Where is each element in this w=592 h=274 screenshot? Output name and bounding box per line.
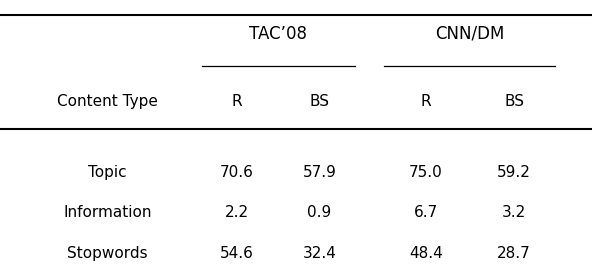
Text: R: R — [231, 94, 242, 109]
Text: 54.6: 54.6 — [220, 246, 254, 261]
Text: 48.4: 48.4 — [408, 246, 442, 261]
Text: 28.7: 28.7 — [497, 246, 531, 261]
Text: 75.0: 75.0 — [408, 165, 442, 180]
Text: TAC’08: TAC’08 — [249, 25, 307, 43]
Text: 59.2: 59.2 — [497, 165, 531, 180]
Text: 32.4: 32.4 — [303, 246, 336, 261]
Text: BS: BS — [310, 94, 330, 109]
Text: Information: Information — [63, 206, 152, 221]
Text: 57.9: 57.9 — [303, 165, 336, 180]
Text: Stopwords: Stopwords — [67, 246, 148, 261]
Text: BS: BS — [504, 94, 524, 109]
Text: Topic: Topic — [88, 165, 127, 180]
Text: R: R — [420, 94, 431, 109]
Text: 3.2: 3.2 — [502, 206, 526, 221]
Text: 0.9: 0.9 — [307, 206, 332, 221]
Text: 2.2: 2.2 — [225, 206, 249, 221]
Text: 70.6: 70.6 — [220, 165, 254, 180]
Text: CNN/DM: CNN/DM — [435, 25, 504, 43]
Text: Content Type: Content Type — [57, 94, 158, 109]
Text: 6.7: 6.7 — [413, 206, 437, 221]
